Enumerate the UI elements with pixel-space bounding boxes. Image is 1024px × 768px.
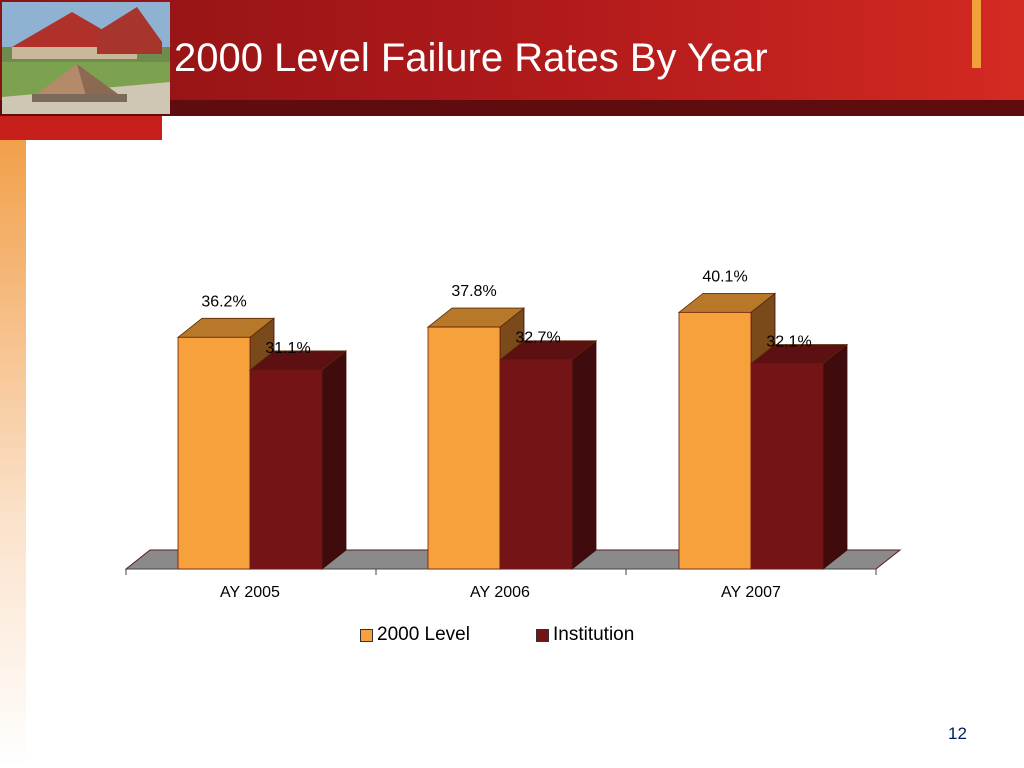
data-label: 37.8% <box>451 283 496 300</box>
bar-side <box>321 350 347 570</box>
campus-photo <box>2 2 170 114</box>
legend-item-institution: Institution <box>535 624 635 646</box>
bar-side <box>571 339 597 570</box>
x-tick-label: AY 2005 <box>220 584 280 601</box>
data-label: 40.1% <box>702 268 747 285</box>
bar <box>249 369 323 570</box>
header-red-strip <box>0 116 162 140</box>
bar <box>427 326 501 570</box>
data-label: 36.2% <box>201 293 246 310</box>
chart-legend: 2000 Level Institution <box>360 624 700 646</box>
legend-item-2000-level: 2000 Level <box>360 624 470 646</box>
bar <box>177 336 251 570</box>
x-tick-label: AY 2007 <box>721 584 781 601</box>
legend-swatch-institution <box>535 628 549 642</box>
legend-swatch-2000-level <box>360 628 373 642</box>
bar <box>499 359 573 570</box>
header-dark-strip <box>0 100 1024 116</box>
legend-label-2000-level: 2000 Level <box>377 624 470 645</box>
x-tick-label: AY 2006 <box>470 584 530 601</box>
legend-label-institution: Institution <box>552 624 635 645</box>
bar-side <box>822 343 848 570</box>
data-label: 32.1% <box>766 334 811 351</box>
data-label: 31.1% <box>265 340 310 357</box>
bar <box>678 311 752 570</box>
data-label: 32.7% <box>515 330 560 347</box>
page-number: 12 <box>948 724 967 743</box>
slide-title: 2000 Level Failure Rates By Year <box>174 36 768 80</box>
bar <box>750 363 824 570</box>
header-orange-tab <box>972 0 981 68</box>
header-band <box>0 0 1024 100</box>
left-gradient-bar <box>0 140 26 768</box>
